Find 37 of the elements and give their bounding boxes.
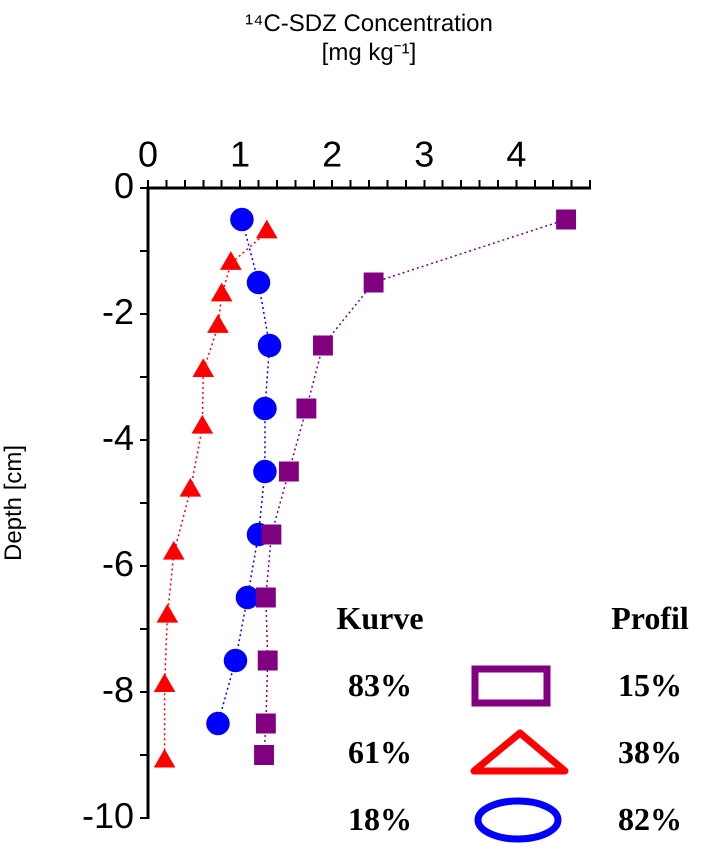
point: [230, 208, 254, 232]
point: [258, 650, 278, 670]
x-tick-label: 2: [322, 133, 342, 174]
point: [296, 398, 316, 418]
point: [256, 714, 276, 734]
point: [256, 588, 276, 608]
point: [253, 396, 277, 420]
text: 15%: [617, 666, 683, 705]
point: [253, 460, 277, 484]
y-tick-label: -2: [102, 290, 134, 332]
point: [261, 524, 282, 544]
y-axis-title: Depth [cm]: [0, 444, 28, 562]
point: [556, 210, 576, 230]
point: [246, 270, 270, 294]
x-tick-label: 4: [506, 133, 526, 174]
x-tick-label: 1: [230, 133, 250, 174]
x-axis-title: ¹⁴C-SDZ Concentration [mg kg⁻¹]: [245, 10, 493, 66]
point: [278, 462, 299, 482]
point: [313, 336, 333, 356]
annotation: 61%: [347, 733, 413, 772]
text: 82%: [617, 800, 683, 839]
text: 38%: [617, 733, 683, 772]
point: [364, 272, 384, 292]
x-tick-label: 3: [414, 133, 434, 174]
annotation: 18%: [347, 800, 413, 839]
point: [206, 712, 230, 736]
annotation: Kurve: [335, 599, 425, 638]
y-tick-label: -10: [82, 794, 134, 836]
y-tick-label: -6: [102, 542, 134, 584]
y-tick-label: -8: [102, 668, 134, 710]
annotation: 83%: [347, 666, 413, 705]
point: [258, 334, 282, 358]
point: [254, 745, 274, 765]
text: Profil: [610, 599, 690, 638]
point: [224, 648, 248, 672]
y-tick-label: 0: [114, 164, 134, 206]
y-tick-label: -4: [102, 416, 134, 458]
